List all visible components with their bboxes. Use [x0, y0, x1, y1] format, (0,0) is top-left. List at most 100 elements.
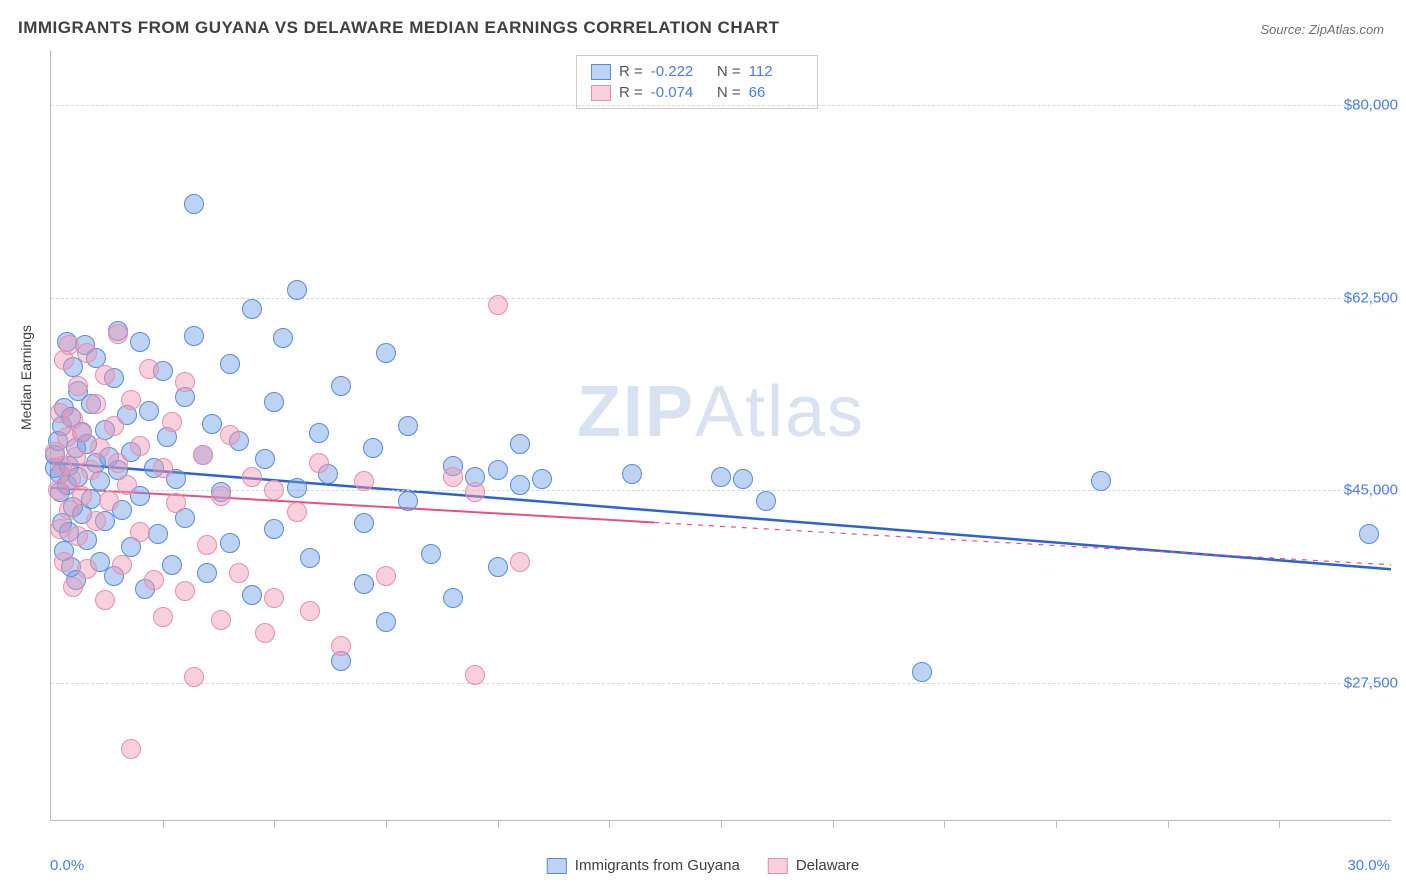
scatter-point: [148, 524, 168, 544]
scatter-point: [711, 467, 731, 487]
scatter-point: [309, 423, 329, 443]
scatter-point: [532, 469, 552, 489]
scatter-point: [72, 423, 92, 443]
legend-swatch: [591, 64, 611, 80]
gridline: [51, 683, 1391, 684]
scatter-point: [331, 376, 351, 396]
scatter-point: [184, 326, 204, 346]
y-tick-label: $45,000: [1344, 482, 1398, 499]
scatter-point: [1359, 524, 1379, 544]
scatter-point: [255, 449, 275, 469]
legend-label: Delaware: [796, 857, 859, 874]
scatter-point: [220, 354, 240, 374]
x-tick: [833, 820, 834, 828]
y-axis-label: Median Earnings: [18, 325, 34, 430]
scatter-point: [112, 555, 132, 575]
scatter-point: [144, 570, 164, 590]
legend-label: Immigrants from Guyana: [575, 857, 740, 874]
scatter-point: [273, 328, 293, 348]
legend-item: Delaware: [768, 857, 859, 874]
scatter-point: [108, 453, 128, 473]
stats-row: R =-0.222 N =112: [591, 61, 803, 82]
scatter-point: [756, 491, 776, 511]
scatter-point: [354, 471, 374, 491]
watermark: ZIPAtlas: [577, 371, 865, 453]
x-tick: [721, 820, 722, 828]
scatter-point: [104, 416, 124, 436]
scatter-point: [63, 577, 83, 597]
scatter-point: [175, 372, 195, 392]
scatter-point: [354, 513, 374, 533]
scatter-point: [175, 581, 195, 601]
scatter-point: [139, 401, 159, 421]
stat-n-value: 66: [749, 84, 803, 101]
scatter-point: [162, 412, 182, 432]
scatter-point: [300, 548, 320, 568]
scatter-point: [510, 475, 530, 495]
scatter-point: [86, 394, 106, 414]
scatter-point: [139, 359, 159, 379]
watermark-rest: Atlas: [695, 372, 865, 452]
gridline: [51, 490, 1391, 491]
scatter-point: [153, 607, 173, 627]
scatter-point: [202, 414, 222, 434]
x-tick: [163, 820, 164, 828]
scatter-point: [398, 491, 418, 511]
scatter-point: [95, 365, 115, 385]
scatter-point: [733, 469, 753, 489]
x-tick: [609, 820, 610, 828]
x-tick: [274, 820, 275, 828]
scatter-point: [153, 458, 173, 478]
scatter-point: [81, 460, 101, 480]
scatter-point: [264, 588, 284, 608]
scatter-point: [229, 563, 249, 583]
scatter-point: [197, 535, 217, 555]
x-tick: [1168, 820, 1169, 828]
scatter-point: [264, 480, 284, 500]
chart-title: IMMIGRANTS FROM GUYANA VS DELAWARE MEDIA…: [18, 18, 780, 38]
scatter-point: [264, 519, 284, 539]
stat-n-value: 112: [749, 63, 803, 80]
scatter-point: [197, 563, 217, 583]
scatter-point: [443, 588, 463, 608]
stat-n-label: N =: [713, 63, 741, 80]
scatter-point: [99, 491, 119, 511]
scatter-point: [108, 324, 128, 344]
scatter-point: [95, 590, 115, 610]
scatter-point: [622, 464, 642, 484]
scatter-point: [90, 438, 110, 458]
correlation-stats-box: R =-0.222 N =112R =-0.074 N =66: [576, 55, 818, 109]
scatter-point: [211, 610, 231, 630]
scatter-point: [331, 636, 351, 656]
scatter-point: [287, 502, 307, 522]
scatter-point: [68, 526, 88, 546]
scatter-point: [54, 552, 74, 572]
scatter-point: [220, 533, 240, 553]
x-tick: [944, 820, 945, 828]
legend-swatch: [591, 85, 611, 101]
scatter-point: [376, 343, 396, 363]
x-tick: [1279, 820, 1280, 828]
scatter-point: [488, 557, 508, 577]
legend-item: Immigrants from Guyana: [547, 857, 740, 874]
scatter-point: [166, 493, 186, 513]
y-tick-label: $27,500: [1344, 674, 1398, 691]
scatter-point: [488, 295, 508, 315]
source-label: Source: ZipAtlas.com: [1260, 22, 1384, 37]
scatter-point: [1091, 471, 1111, 491]
scatter-point: [421, 544, 441, 564]
scatter-point: [510, 434, 530, 454]
gridline: [51, 105, 1391, 106]
legend-swatch: [547, 858, 567, 874]
scatter-point: [255, 623, 275, 643]
stat-r-value: -0.074: [651, 84, 705, 101]
scatter-point: [220, 425, 240, 445]
scatter-point: [309, 453, 329, 473]
scatter-point: [376, 612, 396, 632]
stat-n-label: N =: [713, 84, 741, 101]
scatter-point: [72, 486, 92, 506]
x-axis-min-label: 0.0%: [50, 857, 84, 874]
scatter-point: [162, 555, 182, 575]
scatter-point: [488, 460, 508, 480]
scatter-point: [912, 662, 932, 682]
